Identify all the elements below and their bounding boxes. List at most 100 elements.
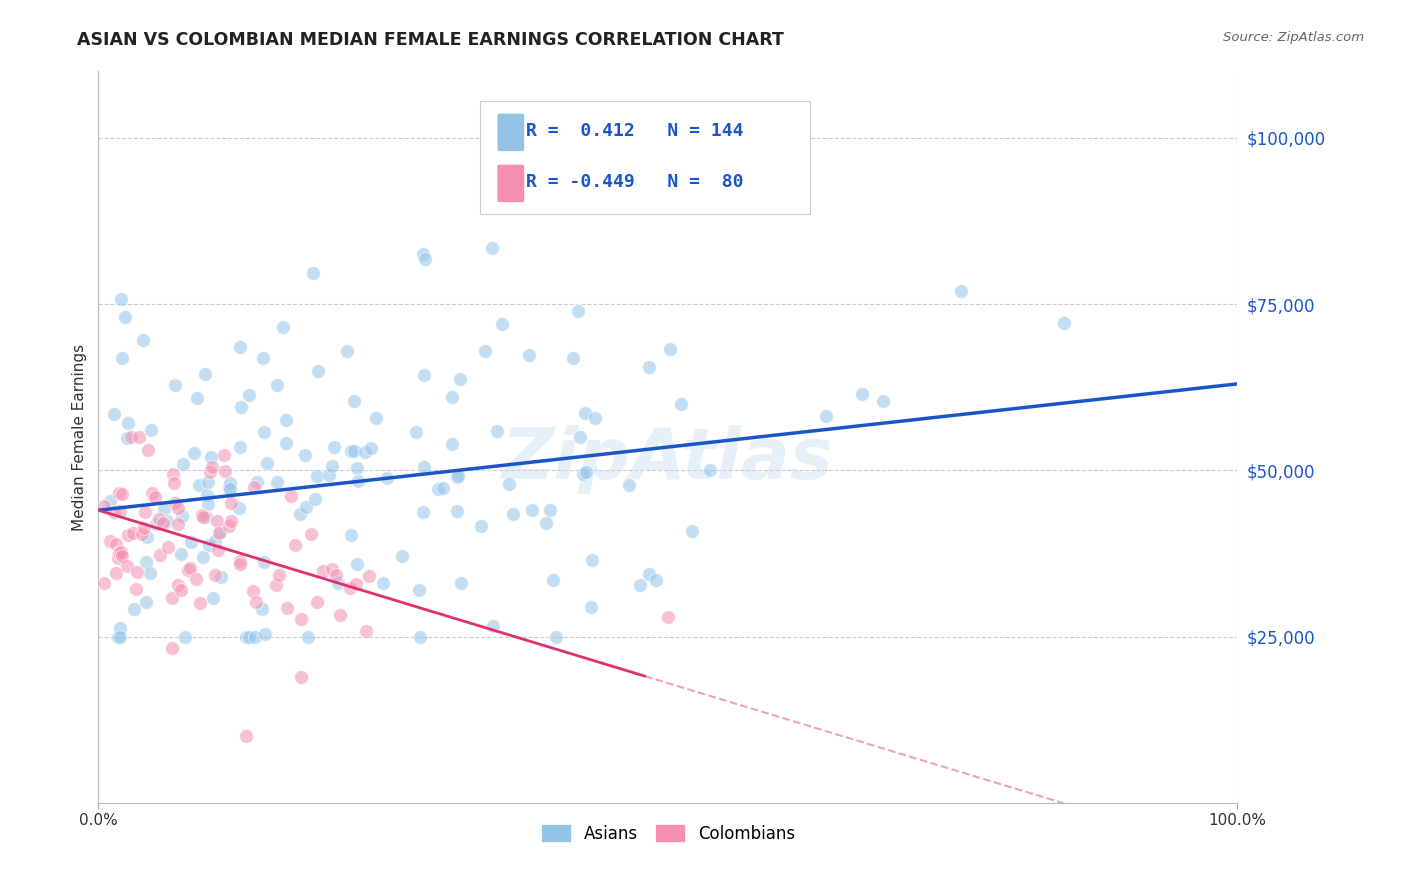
Point — [108, 621, 131, 635]
Point — [93, 499, 115, 513]
Point — [235, 630, 257, 644]
Point — [219, 482, 242, 496]
Point — [174, 630, 197, 644]
Point — [219, 514, 242, 528]
Point — [145, 490, 167, 504]
Point — [229, 554, 252, 568]
Point — [280, 490, 302, 504]
Point — [274, 436, 297, 450]
Point — [354, 444, 377, 458]
Point — [412, 247, 434, 261]
Point — [323, 440, 346, 454]
Point — [243, 630, 266, 644]
Point — [561, 351, 583, 365]
Point — [408, 582, 430, 597]
Point — [520, 503, 543, 517]
Point — [145, 516, 167, 531]
Point — [446, 504, 468, 518]
Point — [669, 397, 692, 411]
Point — [409, 630, 432, 644]
Point — [228, 501, 250, 516]
Point — [326, 576, 349, 591]
Text: Source: ZipAtlas.com: Source: ZipAtlas.com — [1223, 31, 1364, 45]
Point — [200, 450, 222, 464]
Point — [343, 394, 366, 409]
Point — [412, 368, 434, 382]
Point — [340, 444, 363, 458]
Point — [360, 441, 382, 455]
Point — [872, 394, 894, 409]
Point — [104, 537, 127, 551]
Point — [346, 557, 368, 571]
Point — [117, 431, 139, 445]
Point — [375, 471, 398, 485]
Point — [581, 599, 603, 614]
Point — [329, 607, 352, 622]
Point — [290, 669, 312, 683]
Point — [235, 729, 257, 743]
Point — [125, 565, 148, 579]
Point — [141, 486, 163, 500]
Point — [432, 481, 454, 495]
Point — [172, 457, 194, 471]
Point — [149, 548, 172, 562]
Point — [229, 557, 252, 571]
Point — [336, 343, 359, 358]
Point — [195, 488, 218, 502]
Point — [450, 576, 472, 591]
Point — [214, 464, 236, 478]
Point — [107, 550, 129, 565]
Point — [575, 465, 598, 479]
Point — [356, 624, 378, 638]
Point — [253, 425, 276, 439]
Point — [301, 266, 323, 280]
Point — [204, 533, 226, 548]
Point — [110, 293, 132, 307]
Text: ZipAtlas: ZipAtlas — [502, 425, 834, 493]
Point — [136, 443, 159, 458]
Point — [413, 252, 436, 266]
Point — [194, 367, 217, 381]
Point — [412, 505, 434, 519]
Point — [1053, 316, 1076, 330]
Point — [343, 444, 366, 458]
Point — [122, 601, 145, 615]
Point — [574, 406, 596, 420]
Point — [274, 413, 297, 427]
Point — [485, 424, 508, 438]
Point — [156, 514, 179, 528]
Point — [347, 475, 370, 489]
Point — [104, 566, 127, 580]
Text: ASIAN VS COLOMBIAN MEDIAN FEMALE EARNINGS CORRELATION CHART: ASIAN VS COLOMBIAN MEDIAN FEMALE EARNING… — [77, 31, 785, 49]
Point — [238, 630, 260, 644]
Point — [163, 378, 186, 392]
Point — [108, 546, 131, 560]
Point — [135, 555, 157, 569]
FancyBboxPatch shape — [498, 164, 524, 202]
Point — [184, 572, 207, 586]
Point — [321, 562, 343, 576]
Point — [132, 333, 155, 347]
Point — [544, 630, 567, 644]
Point — [204, 568, 226, 582]
Point — [271, 320, 294, 334]
Point — [567, 304, 589, 318]
Point — [162, 467, 184, 481]
Point — [208, 525, 231, 540]
Point — [441, 437, 464, 451]
Point — [441, 390, 464, 404]
FancyBboxPatch shape — [479, 101, 810, 214]
Point — [256, 456, 278, 470]
Point — [307, 364, 329, 378]
Point — [304, 491, 326, 506]
Point — [218, 519, 240, 533]
Point — [474, 344, 496, 359]
Point — [340, 528, 363, 542]
Point — [115, 559, 138, 574]
Point — [325, 567, 347, 582]
Point — [246, 475, 269, 489]
Point — [110, 487, 132, 501]
Point — [187, 478, 209, 492]
Point — [197, 475, 219, 490]
Point — [170, 583, 193, 598]
